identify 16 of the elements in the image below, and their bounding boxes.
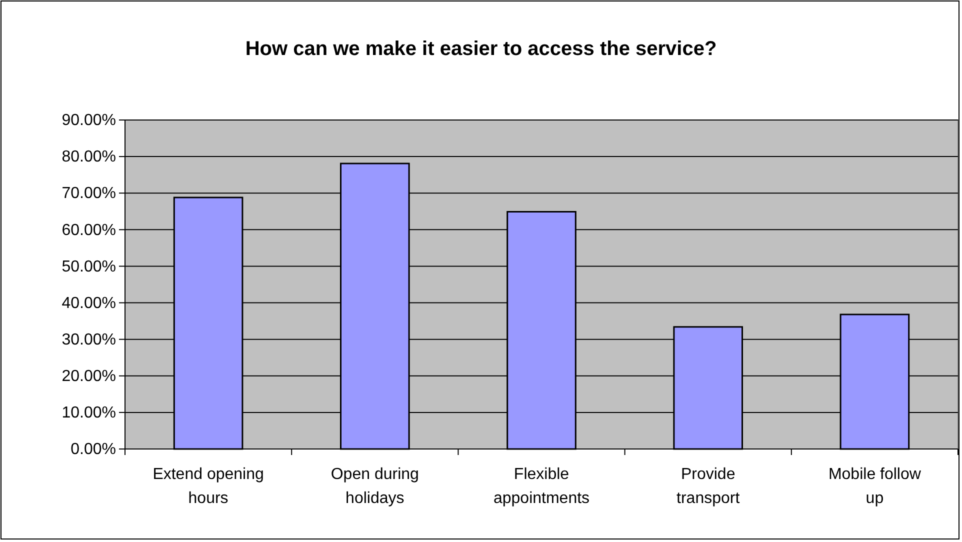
y-tick-label: 70.00%	[62, 185, 116, 202]
y-tick-label: 80.00%	[62, 148, 116, 166]
y-tick-label: 0.00%	[70, 441, 116, 458]
chart-title: How can we make it easier to access the service?	[245, 38, 717, 60]
y-tick-label: 60.00%	[62, 222, 116, 239]
y-tick-label: 90.00%	[62, 112, 116, 130]
x-tick-label: Flexible appointments	[493, 466, 590, 507]
x-tick-label: Mobile follow up	[828, 466, 922, 507]
x-tick-label: Open during holidays	[330, 466, 419, 507]
y-tick-label: 30.00%	[62, 331, 116, 348]
x-tick-label: Extend opening hours	[152, 466, 264, 507]
y-tick-label: 50.00%	[62, 258, 116, 276]
y-tick-label: 20.00%	[62, 368, 116, 386]
x-tick-label: Provide transport	[676, 466, 740, 507]
y-tick-label: 10.00%	[62, 404, 116, 422]
y-tick-label: 40.00%	[62, 294, 116, 312]
